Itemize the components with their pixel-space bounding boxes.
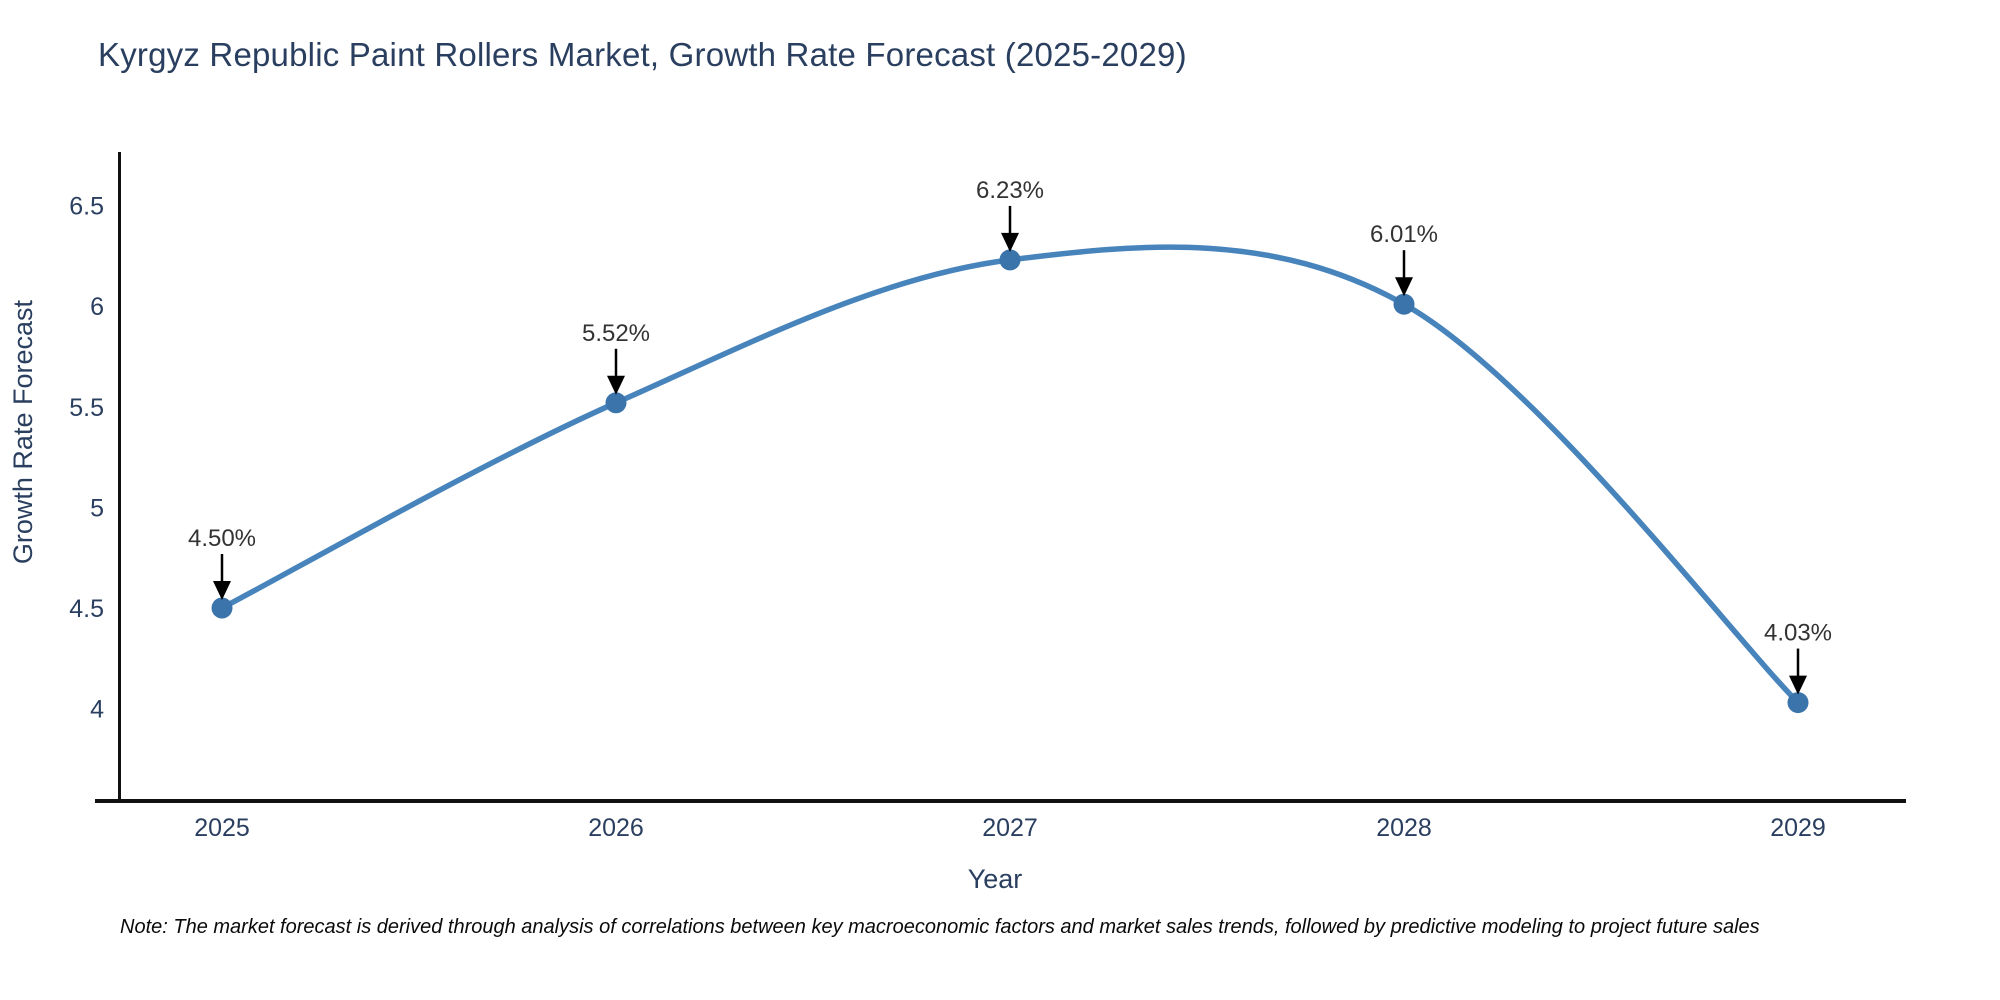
point-annotation-label: 6.01% (1370, 221, 1438, 248)
annotation-arrowhead (607, 375, 625, 395)
data-points (211, 249, 1809, 714)
data-point-marker (999, 249, 1021, 271)
data-point-marker (1787, 692, 1809, 714)
point-annotation-label: 4.03% (1764, 620, 1832, 647)
x-tick-label: 2025 (194, 814, 250, 842)
point-annotation-label: 6.23% (976, 177, 1044, 204)
annotation-arrowhead (1001, 232, 1019, 252)
footnote: Note: The market forecast is derived thr… (120, 916, 1760, 938)
point-annotation-label: 5.52% (582, 320, 650, 347)
x-tick-label: 2028 (1376, 814, 1432, 842)
point-annotation-label: 4.50% (188, 525, 256, 552)
series-line (219, 244, 1801, 706)
x-axis-ticks: 2025 2026 2027 2028 2029 (194, 814, 1826, 842)
chart-title: Kyrgyz Republic Paint Rollers Market, Gr… (98, 36, 1187, 73)
x-tick-label: 2029 (1770, 814, 1826, 842)
x-tick-label: 2026 (588, 814, 644, 842)
y-tick-label: 5 (90, 494, 104, 522)
data-point-marker (605, 392, 627, 414)
y-tick-label: 4.5 (69, 595, 104, 623)
annotation-arrowhead (1789, 675, 1807, 695)
annotation-arrowhead (213, 581, 231, 600)
y-tick-label: 4 (90, 696, 104, 724)
y-tick-label: 6 (90, 293, 104, 321)
x-axis-title: Year (967, 864, 1023, 894)
annotations: 4.50% 5.52% 6.23% 6.01% 4.03% (188, 177, 1832, 695)
y-tick-label: 6.5 (69, 193, 104, 221)
y-axis-ticks: 4 4.5 5 5.5 6 6.5 (69, 193, 104, 724)
x-tick-label: 2027 (982, 814, 1038, 842)
line-series (219, 244, 1801, 706)
data-point-marker (211, 597, 233, 619)
annotation-arrowhead (1395, 277, 1413, 297)
y-tick-label: 5.5 (69, 394, 104, 422)
data-point-marker (1393, 293, 1415, 315)
